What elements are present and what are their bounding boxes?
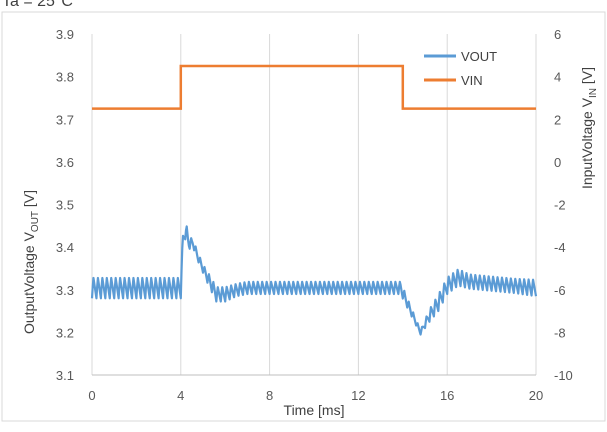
y-left-tick-label: 3.1 (56, 368, 74, 383)
top-text: Ta = 25°C (2, 0, 73, 10)
y-left-axis-title: OutputVoltage VOUT [V] (21, 190, 41, 334)
y-right-tick-label: -6 (554, 283, 566, 298)
y-right-tick-label: 4 (554, 70, 561, 85)
y-right-tick-label: -4 (554, 240, 566, 255)
y-right-title-unit: [V] (579, 67, 595, 88)
series-line-vout (90, 225, 538, 336)
legend: VOUT VIN (424, 49, 497, 88)
y-left-tick-label: 3.6 (56, 155, 74, 170)
x-tick-label: 0 (88, 388, 95, 403)
y-right-axis-title: InputVoltage VIN [V] (579, 67, 599, 189)
y-left-tick-label: 3.4 (56, 240, 74, 255)
y-left-tick-label: 3.7 (56, 112, 74, 127)
y-right-tick-label: 0 (554, 155, 561, 170)
y-left-tick-label: 3.5 (56, 198, 74, 213)
x-tick-label: 4 (177, 388, 184, 403)
y-left-title-main: OutputVoltage V (21, 231, 37, 334)
y-right-tick-label: -8 (554, 325, 566, 340)
y-left-title-sub: OUT (30, 211, 41, 232)
legend-label-vout: VOUT (461, 49, 497, 64)
x-tick-label: 8 (266, 388, 273, 403)
y-right-tick-label: -10 (554, 368, 573, 383)
series-line-vin (92, 64, 536, 110)
chart-border (1, 11, 606, 422)
y-right-title-sub: IN (588, 88, 599, 98)
x-tick-labels: 0 4 8 12 16 20 (88, 388, 543, 403)
series-layer (90, 64, 538, 336)
y-left-tick-labels: 3.1 3.2 3.3 3.4 3.5 3.6 3.7 3.8 3.9 (56, 27, 74, 383)
y-right-tick-labels: -10 -8 -6 -4 -2 0 2 4 6 (554, 27, 573, 383)
y-right-tick-label: -2 (554, 198, 566, 213)
x-tick-label: 12 (351, 388, 365, 403)
y-left-tick-label: 3.8 (56, 70, 74, 85)
y-left-tick-label: 3.9 (56, 27, 74, 42)
y-right-tick-label: 2 (554, 112, 561, 127)
x-axis-title: Time [ms] (284, 402, 345, 418)
x-tick-label: 16 (440, 388, 454, 403)
legend-label-vin: VIN (461, 73, 483, 88)
y-left-tick-label: 3.3 (56, 283, 74, 298)
y-right-tick-label: 6 (554, 27, 561, 42)
y-left-title-unit: [V] (21, 190, 37, 211)
y-left-tick-label: 3.2 (56, 325, 74, 340)
x-tick-label: 20 (529, 388, 543, 403)
y-right-title-main: InputVoltage V (579, 97, 595, 189)
